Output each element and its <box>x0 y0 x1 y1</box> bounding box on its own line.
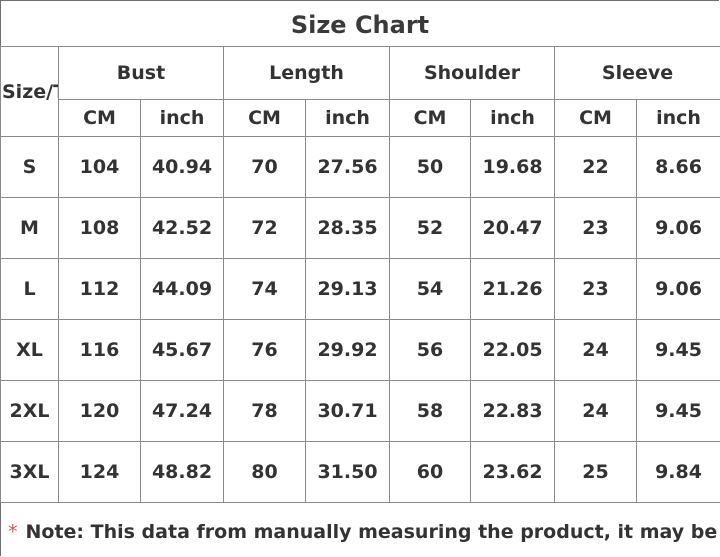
sleeve-cm-cell: 23 <box>554 258 638 320</box>
table-row: 3XL 124 48.82 80 31.50 60 23.62 25 9.84 <box>0 441 720 503</box>
bust-inch-cell: 45.67 <box>140 319 224 381</box>
bust-inch-cell: 44.09 <box>140 258 224 320</box>
size-cell: S <box>0 136 59 198</box>
shoulder-cm-cell: 54 <box>389 258 472 320</box>
length-inch-cell: 30.71 <box>304 380 391 442</box>
bust-cm-cell: 112 <box>58 258 141 320</box>
measurement-note: * Note: This data from manually measuring… <box>0 504 720 557</box>
bust-inch-header: inch <box>140 99 224 137</box>
size-table: Size/Tag Bust Length Shoulder Sleeve CM … <box>0 46 720 503</box>
note-text: Note: This data from manually measuring … <box>25 521 720 543</box>
length-inch-cell: 27.56 <box>304 136 391 198</box>
sleeve-cm-cell: 23 <box>554 197 638 259</box>
length-inch-header: inch <box>304 99 391 137</box>
length-cm-cell: 72 <box>223 197 306 259</box>
size-cell: M <box>0 197 59 259</box>
sleeve-inch-cell: 9.84 <box>636 441 720 503</box>
length-inch-cell: 31.50 <box>304 441 391 503</box>
bust-cm-cell: 116 <box>58 319 141 381</box>
table-row: S 104 40.94 70 27.56 50 19.68 22 8.66 <box>0 136 720 198</box>
length-cm-cell: 80 <box>223 441 306 503</box>
shoulder-inch-cell: 23.62 <box>470 441 556 503</box>
shoulder-cm-cell: 58 <box>389 380 472 442</box>
chart-title: Size Chart <box>290 11 430 39</box>
bust-cm-cell: 120 <box>58 380 141 442</box>
bust-cm-cell: 124 <box>58 441 141 503</box>
size-tag-header: Size/Tag <box>0 46 59 137</box>
shoulder-inch-header: inch <box>470 99 556 137</box>
table-row: M 108 42.52 72 28.35 52 20.47 23 9.06 <box>0 197 720 259</box>
length-cm-cell: 74 <box>223 258 306 320</box>
table-row: L 112 44.09 74 29.13 54 21.26 23 9.06 <box>0 258 720 320</box>
shoulder-cm-cell: 52 <box>389 197 472 259</box>
sleeve-inch-header: inch <box>636 99 720 137</box>
shoulder-cm-cell: 60 <box>389 441 472 503</box>
shoulder-cm-header: CM <box>389 99 472 137</box>
sleeve-header: Sleeve <box>554 46 720 100</box>
sleeve-cm-cell: 24 <box>554 380 638 442</box>
length-inch-cell: 29.13 <box>304 258 391 320</box>
size-cell: XL <box>0 319 59 381</box>
shoulder-inch-cell: 19.68 <box>470 136 556 198</box>
length-cm-header: CM <box>223 99 306 137</box>
table-row: 2XL 120 47.24 78 30.71 58 22.83 24 9.45 <box>0 380 720 442</box>
length-cm-cell: 70 <box>223 136 306 198</box>
shoulder-inch-cell: 21.26 <box>470 258 556 320</box>
length-inch-cell: 28.35 <box>304 197 391 259</box>
length-cm-cell: 76 <box>223 319 306 381</box>
length-header: Length <box>222 46 391 100</box>
sleeve-inch-cell: 9.06 <box>636 258 720 320</box>
bust-inch-cell: 40.94 <box>140 136 224 198</box>
sleeve-cm-cell: 22 <box>554 136 638 198</box>
header-row-units: CM inch CM inch CM inch CM inch <box>1 99 720 137</box>
shoulder-header: Shoulder <box>389 46 556 100</box>
sleeve-cm-header: CM <box>554 99 638 137</box>
size-cell: 2XL <box>0 380 59 442</box>
size-cell: 3XL <box>0 441 59 503</box>
shoulder-inch-cell: 20.47 <box>470 197 556 259</box>
size-cell: L <box>0 258 59 320</box>
shoulder-inch-cell: 22.83 <box>470 380 556 442</box>
length-cm-cell: 78 <box>223 380 306 442</box>
shoulder-cm-cell: 50 <box>389 136 472 198</box>
length-inch-cell: 29.92 <box>304 319 391 381</box>
bust-cm-header: CM <box>58 99 141 137</box>
bust-header: Bust <box>58 46 224 100</box>
note-asterisk: * <box>8 521 18 543</box>
bust-cm-cell: 108 <box>58 197 141 259</box>
sleeve-inch-cell: 9.06 <box>636 197 720 259</box>
bust-cm-cell: 104 <box>58 136 141 198</box>
shoulder-cm-cell: 56 <box>389 319 472 381</box>
sleeve-inch-cell: 9.45 <box>636 319 720 381</box>
bust-inch-cell: 42.52 <box>140 197 224 259</box>
table-row: XL 116 45.67 76 29.92 56 22.05 24 9.45 <box>0 319 720 381</box>
sleeve-cm-cell: 24 <box>554 319 638 381</box>
sleeve-cm-cell: 25 <box>554 441 638 503</box>
bust-inch-cell: 47.24 <box>140 380 224 442</box>
sleeve-inch-cell: 9.45 <box>636 380 720 442</box>
header-row-groups: Size/Tag Bust Length Shoulder Sleeve <box>0 46 720 137</box>
sleeve-inch-cell: 8.66 <box>636 136 720 198</box>
bust-inch-cell: 48.82 <box>140 441 224 503</box>
shoulder-inch-cell: 22.05 <box>470 319 556 381</box>
